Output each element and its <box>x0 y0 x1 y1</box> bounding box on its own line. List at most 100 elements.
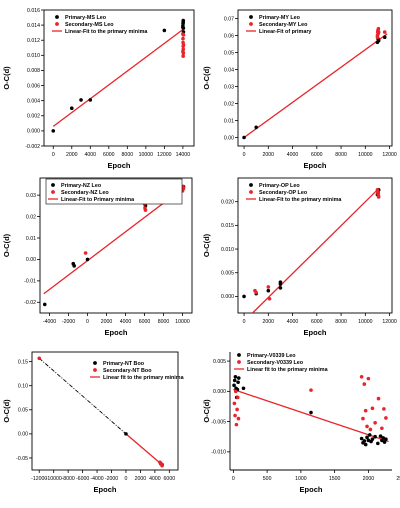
fit-line <box>125 433 163 466</box>
secondary-data-point <box>368 427 373 432</box>
x-tick-label: 6000 <box>103 152 115 158</box>
x-tick-label: -12000 <box>31 476 47 482</box>
secondary-data-point <box>370 406 375 411</box>
x-tick-label: 4000 <box>287 152 299 158</box>
primary-data-point <box>370 437 375 441</box>
y-tick-label: 0.000 <box>221 294 234 300</box>
x-tick-label: 6000 <box>164 476 176 482</box>
x-tick-label: 4000 <box>120 319 132 325</box>
x-tick-label: 12000 <box>157 152 172 158</box>
y-axis-label: O-C(d) <box>202 233 211 257</box>
legend-marker-swatch <box>55 22 59 26</box>
legend-entry-label: Linear-Fit to Primary minima <box>61 197 135 203</box>
primary-data-point <box>363 442 368 447</box>
y-tick-label: 0.020 <box>221 199 234 205</box>
y-tick-label: -0.002 <box>25 144 40 150</box>
secondary-data-point <box>143 208 148 212</box>
secondary-data-point <box>376 195 381 199</box>
x-tick-label: 0 <box>243 319 246 325</box>
legend-marker-swatch <box>249 183 253 187</box>
y-tick-label: 0.05 <box>224 50 234 56</box>
legend-marker-swatch <box>51 190 55 194</box>
legend-marker-swatch <box>249 22 253 26</box>
y-tick-label: 0.014 <box>27 23 40 29</box>
legend-marker-swatch <box>55 15 59 19</box>
y-tick-label: 0.002 <box>27 114 40 120</box>
y-tick-label: 0.010 <box>221 247 234 253</box>
plot-frame <box>237 9 393 147</box>
y-tick-label: 0.01 <box>224 118 234 124</box>
primary-data-point <box>309 410 313 415</box>
y-tick-label: -0.05 <box>16 456 28 462</box>
primary-data-point <box>181 18 186 23</box>
primary-data-point <box>359 436 364 441</box>
y-tick-label: 0.06 <box>224 33 234 39</box>
primary-data-point <box>382 440 387 444</box>
primary-data-point <box>362 439 367 443</box>
primary-data-point <box>378 434 383 438</box>
chart-panel-2: 0 2000 4000 6000 8000 10000 12000 0.00 0.01 0.02 0… <box>202 9 397 170</box>
fit-line <box>52 27 186 127</box>
primary-data-point <box>88 98 93 102</box>
primary-data-point <box>254 125 258 130</box>
x-tick-label: -4000 <box>90 476 103 482</box>
extrapolation-line <box>38 357 127 435</box>
legend-box <box>45 178 183 205</box>
secondary-data-point <box>181 42 186 47</box>
primary-data-point <box>72 264 76 268</box>
legend-entry-label: Primary-V0339 Leo <box>247 353 296 359</box>
primary-data-point <box>181 26 186 30</box>
x-axis-label: Epoch <box>94 485 117 494</box>
y-tick-label: 0.00 <box>26 257 36 263</box>
x-tick-label: -8000 <box>61 476 74 482</box>
primary-data-point <box>242 294 246 299</box>
secondary-data-point <box>309 388 313 392</box>
legend-entry-label: Linear-Fit of primary <box>259 29 311 35</box>
legend-marker-swatch <box>51 183 55 187</box>
legend-marker-swatch <box>93 361 97 365</box>
secondary-data-point <box>375 35 380 39</box>
y-tick-label: 0.004 <box>27 98 40 104</box>
primary-data-point <box>266 288 271 293</box>
y-tick-label: -0.005 <box>211 419 226 425</box>
secondary-data-point <box>382 407 386 411</box>
x-tick-label: -2000 <box>105 476 118 482</box>
plot-frame <box>43 9 195 147</box>
secondary-data-point <box>181 54 185 58</box>
chart-panel-1: 0 2000 4000 6000 8000 10000 12000 14000 -0.002 0.… <box>2 8 195 170</box>
legend-marker-swatch <box>249 190 253 194</box>
primary-data-point <box>85 257 90 262</box>
legend-entry-label: Secondary-NZ Leo <box>61 190 109 196</box>
x-tick-label: 0 <box>243 152 246 158</box>
x-tick-label: 10000 <box>175 319 190 325</box>
x-tick-label: 6000 <box>139 319 151 325</box>
secondary-data-point <box>359 375 364 379</box>
x-tick-label: 4000 <box>85 152 97 158</box>
primary-data-point <box>162 28 167 33</box>
y-tick-label: 0.07 <box>224 16 234 22</box>
x-tick-label: 6000 <box>311 152 323 158</box>
secondary-data-point <box>235 395 240 400</box>
secondary-data-point <box>37 356 42 361</box>
y-tick-label: 0.005 <box>213 359 226 365</box>
y-axis-label: O-C(d) <box>2 399 11 423</box>
y-axis-label: O-C(d) <box>202 66 211 90</box>
secondary-data-point <box>181 33 186 37</box>
x-tick-label: 10000 <box>358 152 373 158</box>
legend-entry-label: Primary-MS Leo <box>65 15 107 21</box>
primary-data-point <box>232 383 236 388</box>
y-tick-label: 0.005 <box>221 271 234 277</box>
x-tick-label: -10000 <box>46 476 62 482</box>
legend-entry-label: Primary-NT Boo <box>103 361 145 367</box>
y-tick-label: 0.010 <box>27 53 40 59</box>
secondary-data-point <box>380 426 384 431</box>
legend-entry-label: Secondary-OP Leo <box>259 190 308 196</box>
fit-line <box>243 33 388 139</box>
x-tick-label: 2000 <box>66 152 78 158</box>
fit-line <box>252 189 378 313</box>
secondary-data-point <box>376 30 381 34</box>
secondary-data-point <box>366 376 371 381</box>
